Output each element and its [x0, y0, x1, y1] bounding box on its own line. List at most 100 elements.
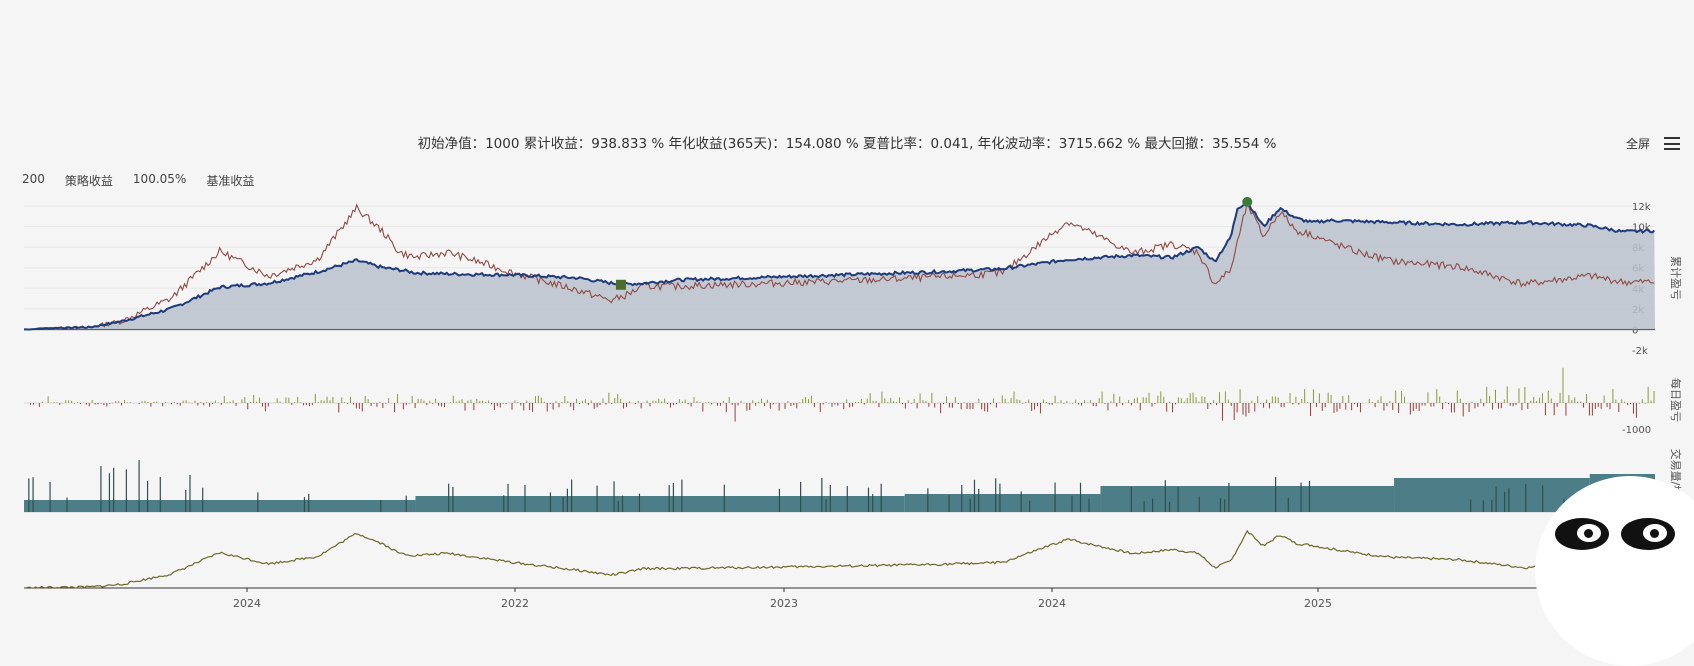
volume-bar	[452, 486, 454, 512]
volume-bar	[638, 493, 641, 512]
volume-bar	[1071, 496, 1073, 512]
y-tick-label: -1000	[1622, 425, 1651, 436]
volume-bar	[1151, 498, 1154, 512]
volume-bar	[308, 493, 310, 512]
volume-bar	[549, 492, 552, 512]
eye-icon	[1555, 518, 1609, 550]
y-axis-label: 每日盈亏	[1669, 378, 1683, 422]
volume-bar	[1143, 501, 1145, 512]
volume-bar	[1079, 482, 1082, 512]
volume-bar	[880, 483, 882, 512]
volume-bar	[524, 484, 526, 512]
volume-bar	[32, 477, 34, 512]
chart-toolbar: 全屏	[1626, 135, 1680, 152]
volume-bar	[995, 478, 997, 512]
position-bar	[24, 500, 416, 512]
volume-bar	[825, 499, 827, 512]
y-tick-label: 0	[1632, 325, 1638, 336]
volume-bar	[978, 488, 980, 512]
legend-item[interactable]: 100.05%	[132, 172, 187, 186]
volume-bar	[1164, 480, 1166, 512]
volume-bar	[100, 466, 102, 512]
volume-bar	[672, 482, 675, 512]
fullscreen-button[interactable]: 全屏	[1625, 137, 1650, 151]
volume-bar	[448, 483, 450, 512]
volume-bar	[380, 500, 382, 512]
volume-bar	[566, 488, 568, 512]
volume-bar	[621, 495, 624, 512]
volume-bar	[1287, 497, 1289, 512]
x-tick-label: 2023	[770, 597, 798, 610]
min-marker	[615, 279, 626, 290]
volume-bar	[185, 490, 187, 512]
benchmark-line	[24, 200, 1655, 331]
volume-bar	[562, 497, 564, 512]
price-line	[23, 529, 1655, 589]
x-tick-label: 2022	[501, 597, 529, 610]
menu-icon[interactable]	[1664, 137, 1680, 150]
volume-bar	[1198, 496, 1200, 512]
volume-bar	[66, 497, 68, 512]
volume-bar	[681, 479, 683, 512]
volume-bar	[49, 481, 51, 512]
eye-icon	[1621, 518, 1675, 550]
max-marker	[1242, 196, 1253, 207]
volume-bar	[503, 495, 505, 512]
volume-bar	[113, 467, 115, 512]
volume-bar	[613, 481, 615, 512]
volume-bar	[571, 479, 573, 512]
legend-item[interactable]: 200	[22, 172, 45, 186]
volume-bar	[1177, 486, 1179, 512]
volume-bar	[1029, 500, 1031, 512]
volume-bar	[1470, 499, 1472, 512]
backtest-chart: 12k10k8k6k4k2k0-2k累计盈亏-1000每日盈亏交易量/持仓202…	[23, 196, 1683, 610]
volume-bar	[1308, 480, 1311, 512]
volume-bar	[1020, 491, 1022, 512]
legend: 200 策略收益 100.05% 基准收益	[22, 172, 254, 189]
volume-bar	[28, 478, 30, 512]
volume-bar	[800, 481, 802, 512]
volume-bar	[108, 473, 111, 512]
volume-bar	[1088, 498, 1090, 512]
volume-bar	[872, 494, 874, 512]
volume-bar	[189, 474, 191, 512]
volume-bar	[1168, 501, 1171, 512]
volume-bar	[303, 497, 306, 512]
volume-bar	[778, 488, 781, 512]
volume-bar	[1495, 486, 1497, 512]
y-tick-label: -2k	[1632, 346, 1648, 357]
strategy-area	[24, 202, 1655, 330]
volume-bar	[1482, 500, 1484, 512]
volume-bar	[999, 483, 1001, 512]
volume-bar	[1300, 482, 1302, 512]
x-tick-label: 2024	[1038, 597, 1066, 610]
volume-bar	[146, 480, 149, 512]
performance-summary: 初始净值：1000 累计收益：938.833 % 年化收益(365天)：154.…	[417, 136, 1277, 152]
volume-bar	[969, 498, 971, 512]
y-axis-label: 累计盈亏	[1669, 256, 1682, 300]
volume-bar	[202, 487, 204, 512]
volume-bar	[1130, 487, 1132, 512]
volume-bar	[846, 486, 848, 512]
volume-bar	[1224, 499, 1226, 512]
legend-item[interactable]: 基准收益	[206, 174, 255, 188]
volume-bar	[1525, 484, 1527, 512]
position-bar	[904, 494, 1101, 512]
volume-bar	[1228, 482, 1230, 512]
volume-bar	[668, 485, 670, 512]
y-tick-label: 10k	[1632, 223, 1651, 234]
volume-bar	[405, 495, 407, 512]
volume-bar	[617, 501, 619, 512]
legend-item[interactable]: 策略收益	[64, 174, 113, 188]
volume-bar	[507, 483, 509, 512]
position-bar	[415, 496, 905, 512]
volume-bar	[948, 495, 950, 512]
volume-bar	[961, 484, 963, 512]
volume-bar	[1508, 488, 1510, 512]
volume-bar	[973, 479, 976, 512]
volume-bar	[125, 469, 127, 512]
volume-bar	[1054, 482, 1056, 512]
volume-bar	[1219, 498, 1222, 512]
volume-bar	[257, 492, 259, 512]
x-tick-label: 2025	[1304, 597, 1332, 610]
